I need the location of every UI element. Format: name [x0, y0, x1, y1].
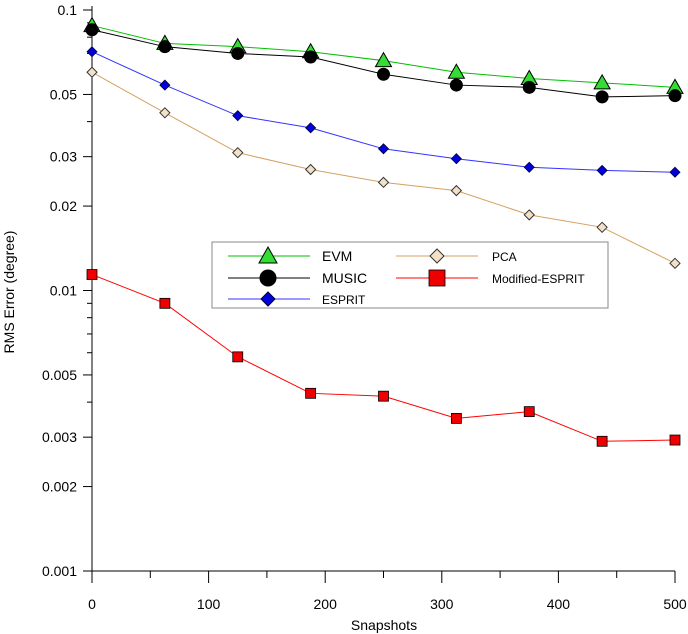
data-point: [304, 50, 318, 64]
data-point: [158, 40, 172, 54]
legend-marker: [259, 269, 277, 287]
legend-item-music: MUSIC: [228, 269, 367, 287]
x-tick-label: 400: [547, 596, 571, 612]
x-axis-title: Snapshots: [351, 617, 417, 633]
legend-box: [211, 241, 609, 309]
series-music: [85, 23, 682, 104]
data-point: [305, 387, 317, 399]
y-tick-label: 0.01: [50, 283, 77, 299]
x-tick-label: 100: [197, 596, 221, 612]
legend-label: EVM: [322, 248, 352, 264]
data-point: [231, 46, 245, 60]
legend-label: MUSIC: [322, 270, 367, 286]
data-point: [450, 412, 462, 424]
data-point: [596, 221, 608, 234]
legend-label: ESPRIT: [322, 293, 366, 307]
data-point: [232, 110, 244, 122]
data-point: [86, 46, 98, 58]
data-point: [668, 89, 682, 103]
x-tick-label: 200: [314, 596, 338, 612]
data-point: [523, 406, 535, 418]
data-point: [378, 390, 389, 402]
series-evm: [83, 16, 684, 94]
data-point: [669, 257, 681, 270]
data-point: [377, 143, 390, 155]
series-layer: [83, 16, 684, 447]
data-point: [374, 51, 393, 68]
data-point: [596, 435, 608, 447]
legend: EVM MUSIC ESPRIT PCA Modified-ESPRIT: [211, 241, 609, 309]
series-line: [91, 71, 676, 264]
data-point: [596, 164, 608, 176]
data-point: [232, 146, 244, 159]
y-tick-label: 0.001: [42, 563, 77, 579]
data-point: [595, 90, 609, 104]
series-modified-esprit: [86, 269, 681, 447]
x-tick-label: 500: [663, 596, 687, 612]
data-point: [450, 153, 462, 165]
data-point: [669, 434, 681, 446]
y-tick-label: 0.003: [42, 429, 77, 445]
data-point: [447, 63, 466, 79]
x-tick-label: 300: [430, 596, 454, 612]
legend-label: Modified-ESPRIT: [492, 272, 585, 286]
legend-marker: [428, 269, 446, 287]
y-axis-title: RMS Error (degree): [1, 231, 17, 354]
legend-item-pca: PCA: [396, 248, 517, 264]
y-tick-label: 0.1: [58, 2, 78, 18]
data-point: [85, 23, 99, 37]
legend-marker: [258, 245, 278, 264]
legend-label: PCA: [492, 250, 517, 264]
series-pca: [86, 66, 681, 270]
data-point: [523, 209, 535, 221]
x-tick-label: 0: [88, 596, 96, 612]
data-point: [304, 163, 317, 176]
data-point: [159, 79, 171, 91]
legend-marker: [260, 291, 276, 307]
data-point: [450, 184, 463, 197]
data-point: [593, 73, 611, 90]
data-point: [449, 78, 463, 92]
y-tick-label: 0.05: [50, 86, 77, 102]
y-tick-label: 0.03: [50, 149, 77, 165]
legend-marker: [429, 248, 445, 264]
legend-item-modified-esprit: Modified-ESPRIT: [396, 269, 585, 287]
y-tick-label: 0.005: [42, 367, 77, 383]
data-point: [523, 161, 535, 173]
data-point: [377, 67, 390, 81]
data-point: [522, 80, 536, 94]
legend-item-esprit: ESPRIT: [228, 291, 366, 307]
data-point: [86, 66, 98, 78]
data-point: [232, 351, 244, 363]
axes: 0.001 0.002 0.003 0.005 0.01 0.02 0.03 0.05 0.1 0…: [42, 2, 687, 612]
legend-item-evm: EVM: [228, 245, 352, 264]
data-point: [305, 122, 317, 134]
data-point: [86, 269, 98, 280]
data-point: [377, 176, 390, 189]
data-point: [669, 166, 681, 178]
data-point: [159, 297, 171, 309]
y-tick-label: 0.02: [50, 198, 77, 214]
y-tick-label: 0.002: [42, 479, 77, 495]
data-point: [159, 107, 171, 119]
series-esprit: [86, 46, 681, 178]
